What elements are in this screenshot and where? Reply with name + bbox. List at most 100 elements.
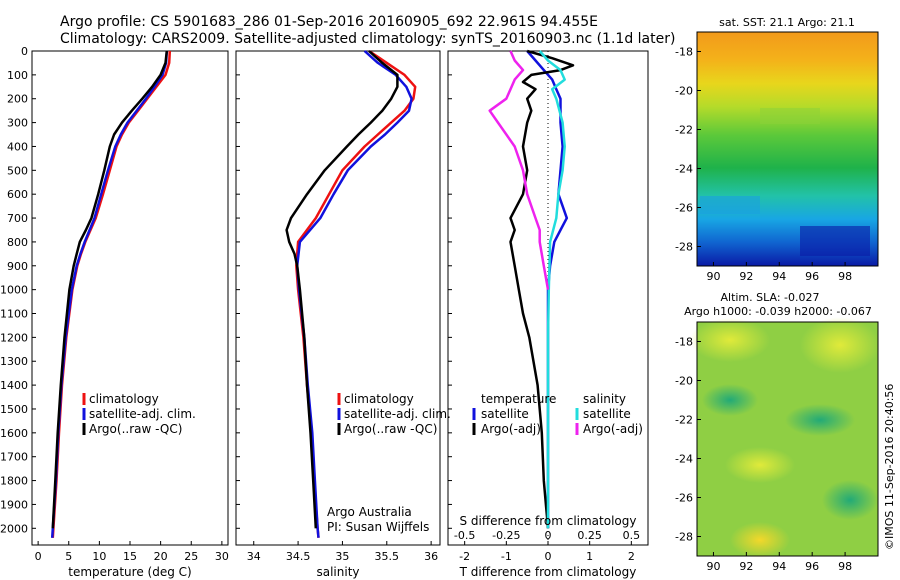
sla-field-blob — [785, 404, 855, 436]
map-y-tick-label: -24 — [675, 453, 693, 466]
sla-field-blob — [730, 522, 790, 558]
t-difference-axis-label: T difference from climatology — [459, 565, 637, 579]
sla-map-frame — [696, 321, 879, 557]
legend-label-argo: Argo(..raw -QC) — [344, 422, 437, 436]
x-tick-label: 25 — [184, 550, 198, 563]
x-tick-label: 35.5 — [375, 550, 400, 563]
sst-field-blob — [800, 226, 870, 256]
x-tick-label: 15 — [123, 550, 137, 563]
y-tick-label: 1800 — [0, 475, 28, 488]
map-y-tick-label: -24 — [675, 163, 693, 176]
y-tick-label: 900 — [7, 260, 28, 273]
legend-label-s-argo: Argo(-adj) — [583, 422, 643, 436]
x-tick-label: -2 — [459, 550, 470, 563]
map-y-tick-label: -20 — [675, 375, 693, 388]
map-x-tick-label: 92 — [739, 270, 753, 283]
s-tick-label: 0 — [545, 529, 552, 542]
sla-map-subtitle: Argo h1000: -0.039 h2000: -0.067 — [684, 305, 872, 318]
map-x-tick-label: 98 — [838, 560, 852, 573]
sla-field-blob — [725, 447, 795, 483]
map-x-tick-label: 98 — [838, 270, 852, 283]
sla-map-ticks: 90 92 94 96 98 -18 -20 -22 -24 -26 -28 — [675, 336, 852, 574]
x-tick-label: 30 — [215, 550, 229, 563]
sla-map — [690, 317, 880, 558]
pi-text: PI: Susan Wijffels — [327, 520, 429, 534]
salinity-legend: climatology satellite-adj. clim. Argo(..… — [337, 392, 451, 436]
profile-line-sal_satellite — [538, 50, 566, 529]
x-tick-label: 36 — [424, 550, 438, 563]
legend-label-climatology: climatology — [344, 392, 414, 406]
profile-line-argo — [285, 50, 399, 529]
s-tick-label: -0.25 — [492, 529, 520, 542]
y-tick-label: 1100 — [0, 308, 28, 321]
y-tick-label: 1200 — [0, 331, 28, 344]
y-tick-label: 1600 — [0, 427, 28, 440]
map-y-tick-label: -20 — [675, 85, 693, 98]
s-tick-label: 0.25 — [577, 529, 602, 542]
legend-label-t-satellite: satellite — [481, 407, 529, 421]
legend-label-s-satellite: satellite — [583, 407, 631, 421]
y-tick-label: 1700 — [0, 451, 28, 464]
header-line-1: Argo profile: CS 5901683_286 01-Sep-2016… — [60, 14, 598, 30]
sst-map-frame — [696, 31, 879, 267]
map-y-tick-label: -22 — [675, 414, 693, 427]
sla-field-blob — [800, 317, 880, 373]
y-tick-label: 400 — [7, 140, 28, 153]
map-y-tick-label: -28 — [675, 531, 693, 544]
temperature-panel-frame — [31, 50, 229, 546]
map-y-tick-label: -26 — [675, 202, 693, 215]
map-x-tick-label: 90 — [706, 560, 720, 573]
y-tick-label: 1000 — [0, 284, 28, 297]
x-tick-label: 1 — [586, 550, 593, 563]
sst-map-title: sat. SST: 21.1 Argo: 21.1 — [719, 16, 855, 29]
x-tick-label: 5 — [65, 550, 72, 563]
x-tick-label: 0 — [35, 550, 42, 563]
map-y-tick-label: -18 — [675, 336, 693, 349]
sst-field-blob — [700, 196, 760, 214]
y-tick-label: 800 — [7, 236, 28, 249]
legend-label-argo: Argo(..raw -QC) — [89, 422, 182, 436]
y-tick-label: 700 — [7, 212, 28, 225]
x-tick-label: 10 — [92, 550, 106, 563]
credit-text: Argo Australia — [327, 505, 412, 519]
y-tick-label: 1300 — [0, 355, 28, 368]
x-tick-label: 35 — [335, 550, 349, 563]
x-tick-label: -1 — [501, 550, 512, 563]
s-difference-axis-label: S difference from climatology — [460, 514, 637, 528]
sla-field-blob — [822, 480, 878, 520]
legend-label-climatology: climatology — [89, 392, 159, 406]
map-y-tick-label: -26 — [675, 492, 693, 505]
map-x-tick-label: 96 — [805, 560, 819, 573]
map-y-tick-label: -18 — [675, 46, 693, 59]
y-tick-label: 200 — [7, 93, 28, 106]
legend-title-salinity: salinity — [583, 392, 626, 406]
y-tick-label: 1500 — [0, 403, 28, 416]
x-tick-label: 34 — [247, 550, 261, 563]
sst-map-ticks: 90 92 94 96 98 -18 -20 -22 -24 -26 -28 — [675, 46, 852, 284]
profile-lines — [50, 49, 575, 538]
s-tick-label: 0.5 — [623, 529, 641, 542]
temperature-axis-label: temperature (deg C) — [68, 565, 191, 579]
map-y-tick-label: -22 — [675, 124, 693, 137]
temperature-legend: climatology satellite-adj. clim. Argo(..… — [82, 392, 196, 436]
y-tick-label: 500 — [7, 164, 28, 177]
difference-legend: temperature salinity satellite Argo(-adj… — [472, 392, 643, 436]
profile-line-satellite — [295, 50, 413, 538]
x-tick-label: 0 — [545, 550, 552, 563]
x-tick-label: 34.5 — [286, 550, 311, 563]
y-tick-label: 600 — [7, 188, 28, 201]
salinity-panel-frame — [235, 50, 441, 546]
sst-map — [696, 31, 879, 267]
sla-map-title: Altim. SLA: -0.027 — [720, 291, 819, 304]
y-tick-label: 100 — [7, 69, 28, 82]
y-tick-label: 1400 — [0, 379, 28, 392]
y-tick-label: 300 — [7, 117, 28, 130]
salinity-axis-label: salinity — [316, 565, 359, 579]
map-x-tick-label: 96 — [805, 270, 819, 283]
map-x-tick-label: 94 — [772, 270, 786, 283]
legend-label-satellite: satellite-adj. clim. — [89, 407, 196, 421]
profile-line-argo — [51, 50, 169, 529]
y-tick-label: 2000 — [0, 522, 28, 535]
y-tick-label: 0 — [21, 45, 28, 58]
